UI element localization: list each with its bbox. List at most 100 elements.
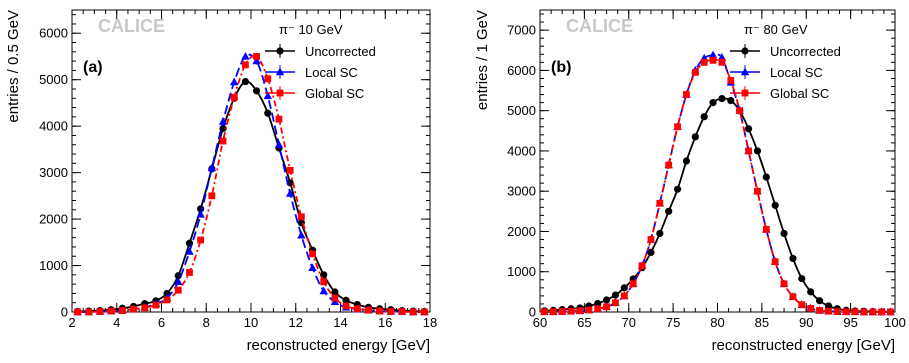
data-point — [174, 272, 182, 280]
data-point — [286, 166, 294, 174]
data-point — [709, 56, 717, 64]
data-point — [319, 286, 328, 295]
data-point — [141, 304, 149, 312]
data-point — [230, 93, 238, 101]
legend-marker — [741, 89, 749, 97]
data-point — [331, 294, 339, 302]
data-point — [74, 308, 81, 316]
data-point — [798, 274, 806, 283]
data-point — [297, 230, 306, 239]
panel-b: 60 65 70 75 80 85 90 95 100010002000300040005000… — [474, 9, 906, 354]
data-point — [230, 77, 239, 86]
series-curve — [544, 97, 891, 313]
data-point — [174, 277, 183, 285]
data-point — [558, 308, 566, 315]
data-point — [869, 308, 877, 316]
x-tick-label: 16 — [378, 315, 392, 330]
data-point — [656, 229, 664, 238]
x-tick-label: 65 — [577, 315, 591, 330]
data-point — [665, 207, 673, 215]
data-point — [130, 305, 137, 313]
data-point — [717, 53, 727, 61]
plot-frame — [539, 9, 896, 313]
x-tick-label: 85 — [755, 315, 769, 330]
data-point — [594, 305, 602, 313]
data-point — [118, 307, 126, 315]
data-point — [196, 209, 205, 218]
data-point — [612, 299, 619, 307]
data-point — [673, 185, 682, 193]
x-tick-label: 95 — [843, 315, 857, 330]
x-tick-label: 10 — [244, 315, 258, 330]
data-point — [851, 308, 859, 316]
legend-label: Uncorrected — [770, 44, 841, 59]
data-point — [611, 291, 620, 299]
data-point — [274, 140, 284, 148]
data-point — [576, 307, 584, 315]
series-curve — [77, 80, 425, 313]
data-point — [878, 308, 886, 316]
legend-marker — [276, 47, 284, 55]
data-point — [174, 286, 182, 294]
data-point — [780, 229, 788, 238]
y-tick-label: 5000 — [507, 103, 536, 118]
panel-tag: (a) — [83, 59, 103, 76]
y-tick-label: 6000 — [39, 26, 68, 41]
data-point — [252, 56, 261, 65]
data-point — [208, 192, 216, 200]
series-uncorrected — [73, 77, 429, 316]
data-point — [185, 247, 194, 255]
legend-label: Global SC — [770, 86, 829, 101]
data-point — [219, 137, 227, 145]
data-point — [308, 263, 317, 272]
series-uncorrected — [540, 94, 895, 316]
panel-tag: (b) — [551, 59, 571, 76]
data-point — [647, 248, 655, 257]
data-point — [780, 280, 788, 288]
data-point — [718, 94, 726, 103]
legend-marker — [276, 89, 284, 97]
data-point — [700, 113, 708, 121]
x-tick-label: 75 — [666, 315, 680, 330]
data-point — [683, 91, 690, 98]
data-point — [541, 308, 548, 316]
data-point — [353, 305, 361, 313]
data-point — [331, 288, 339, 296]
data-point — [241, 51, 250, 60]
y-tick-label: 7000 — [507, 23, 536, 38]
y-tick-label: 0 — [61, 305, 68, 320]
data-point — [342, 296, 350, 304]
data-point — [825, 307, 832, 315]
data-point — [691, 133, 699, 141]
data-point — [163, 296, 171, 304]
data-point — [241, 77, 250, 86]
data-point — [674, 123, 681, 131]
data-point — [656, 199, 664, 207]
data-point — [754, 187, 761, 195]
x-tick-label: 60 — [533, 315, 547, 330]
x-tick-label: 12 — [289, 315, 303, 330]
data-point — [771, 201, 779, 209]
legend-marker — [275, 67, 285, 76]
data-point — [807, 288, 815, 296]
data-point — [409, 308, 417, 316]
data-point — [807, 304, 815, 312]
data-point — [297, 213, 305, 221]
data-point — [421, 308, 428, 316]
y-tick-label: 3000 — [507, 184, 536, 199]
x-tick-label: 2 — [68, 315, 75, 330]
data-point — [762, 173, 770, 181]
watermark-text: CALICE — [566, 16, 633, 36]
x-axis-label: reconstructed energy [GeV] — [712, 337, 895, 354]
data-point — [285, 189, 295, 197]
data-point — [816, 306, 823, 314]
y-tick-label: 6000 — [507, 63, 536, 78]
series-curve — [77, 54, 425, 313]
data-point — [718, 58, 726, 66]
y-tick-label: 4000 — [507, 143, 536, 158]
legend-label: Local SC — [770, 65, 823, 80]
data-point — [798, 301, 806, 309]
panel-a: 2 4 6 8 10 12 14 16 18 0 1000 2000 3000 4000 5000 6000 r… — [5, 9, 437, 354]
data-point — [842, 308, 850, 316]
data-point — [647, 236, 655, 243]
